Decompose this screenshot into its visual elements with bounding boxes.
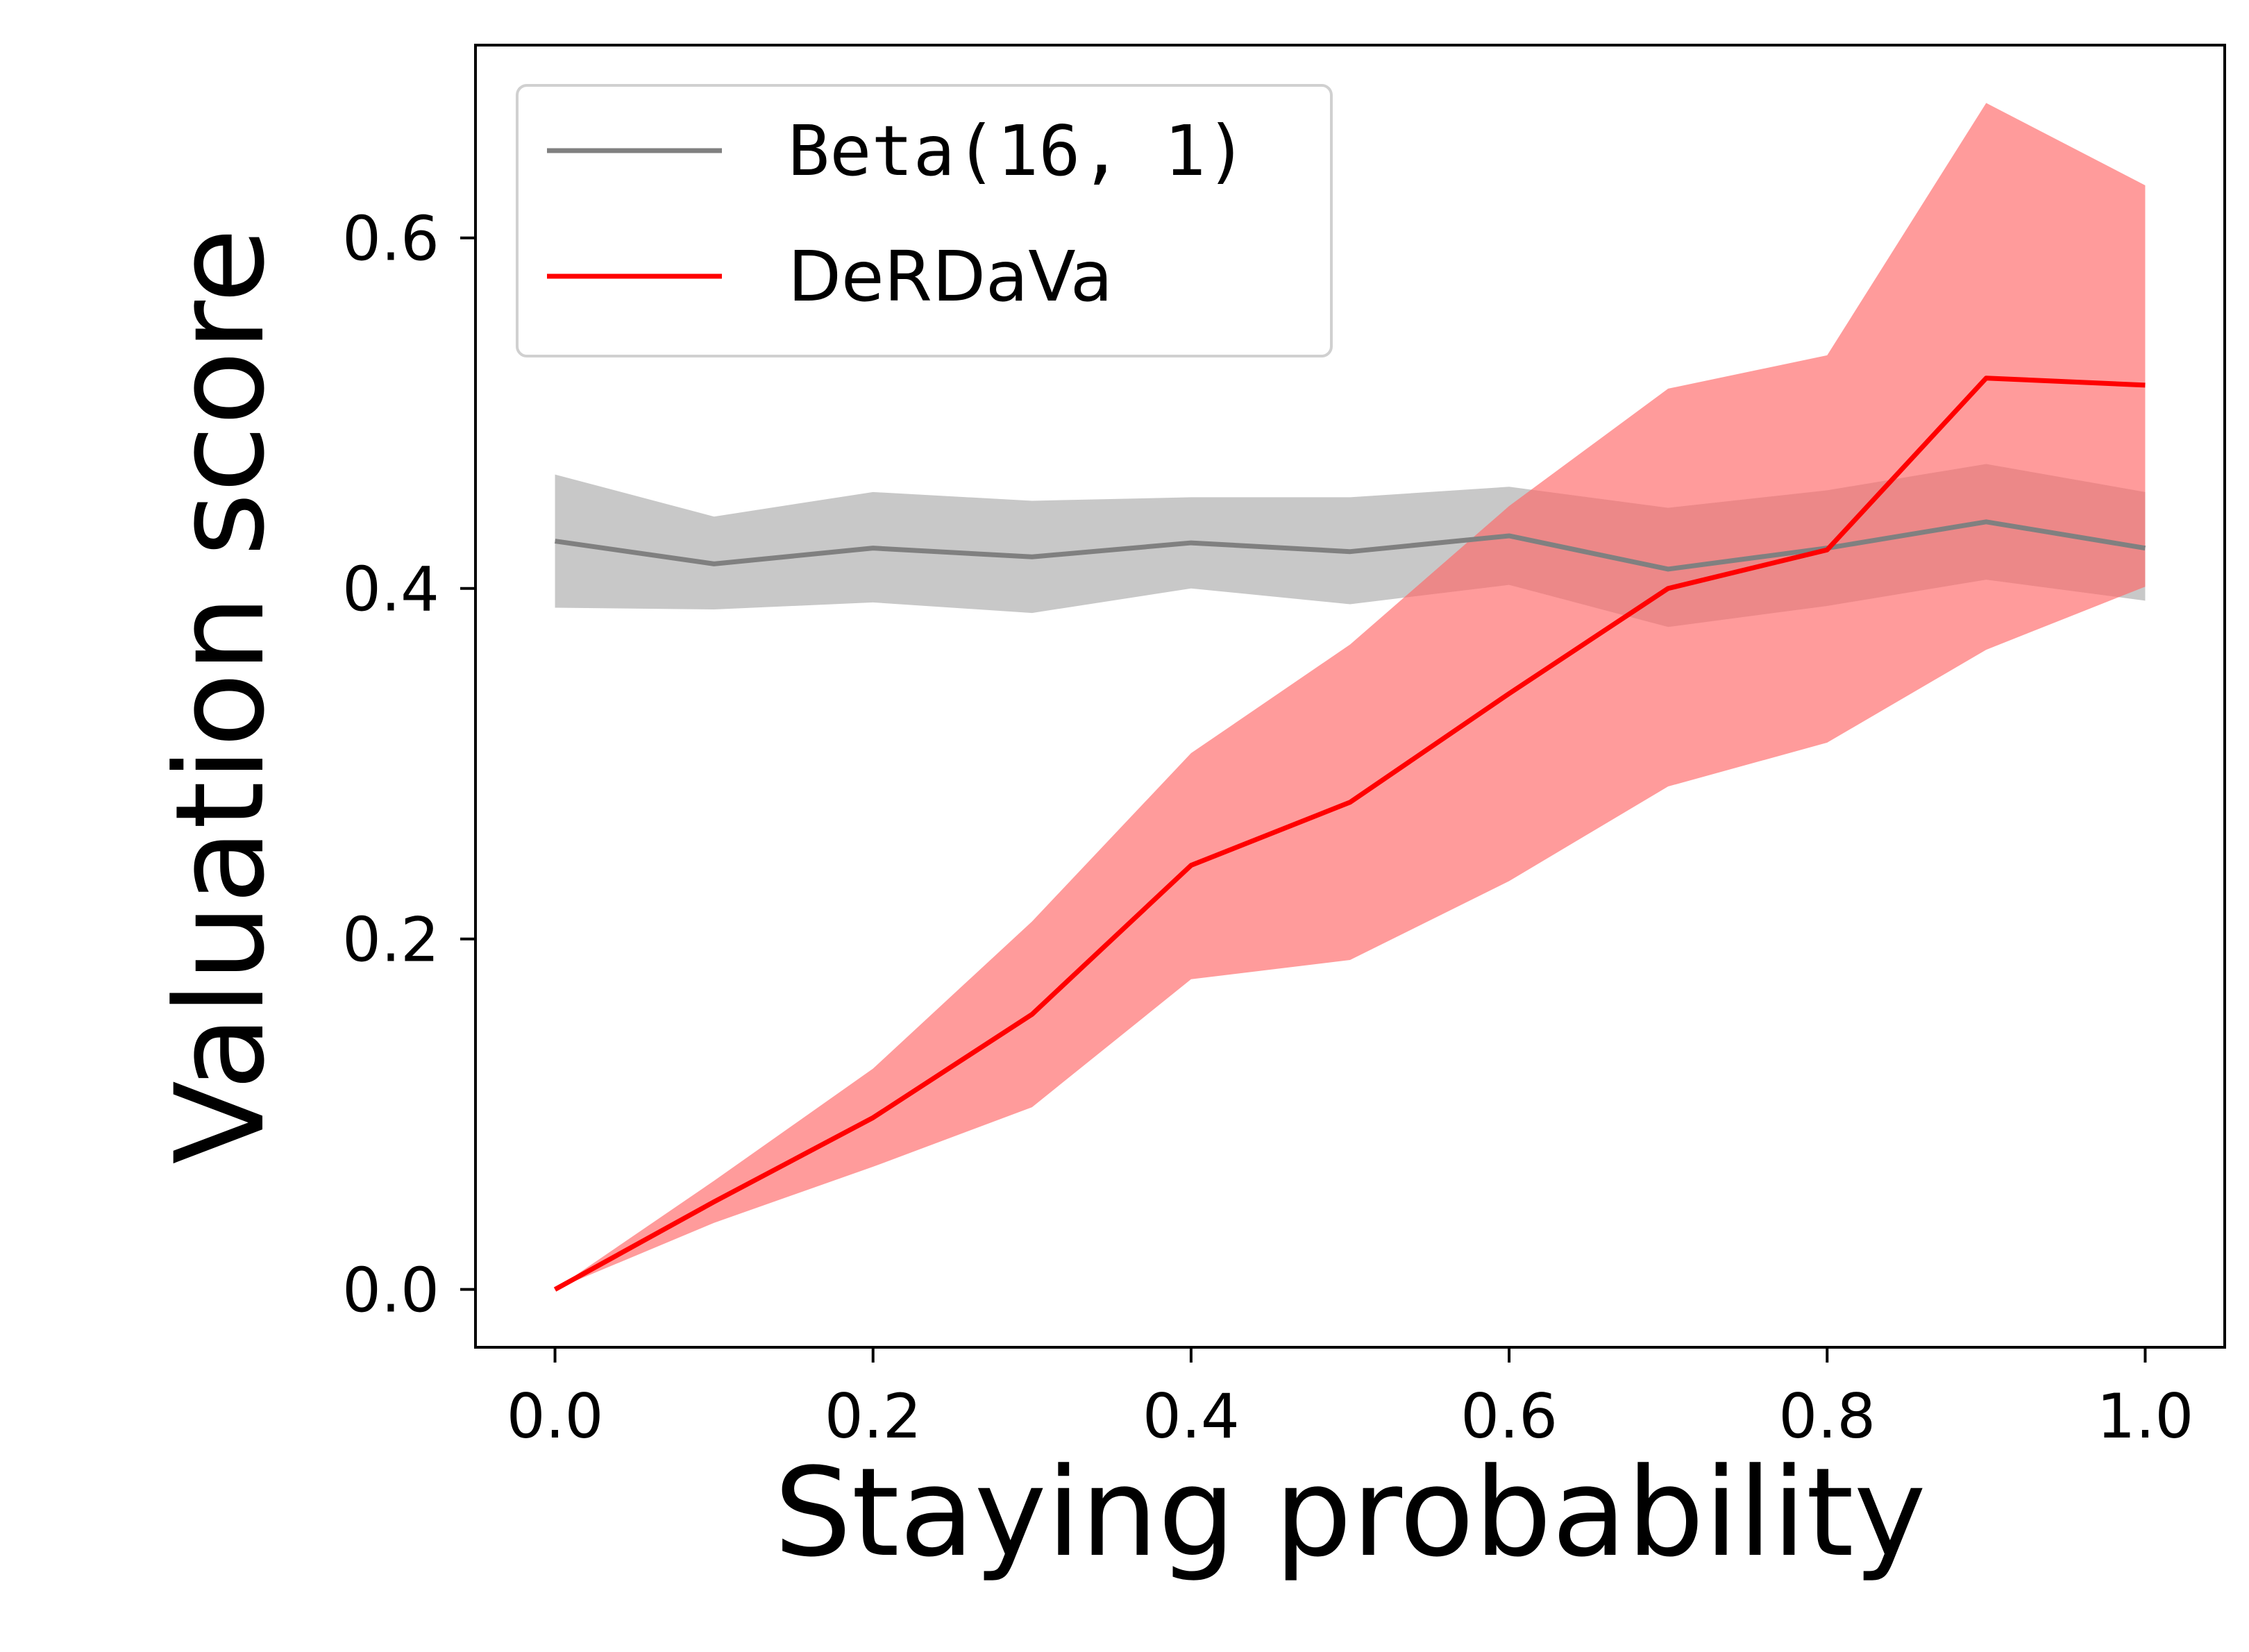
- band-derdava: [555, 103, 2146, 1290]
- series-line-beta-16-1: [555, 519, 2146, 572]
- legend: Beta(16, 1) DeRDaVa: [516, 84, 1333, 357]
- x-axis: 0.0 0.2 0.4 0.6 0.8 1.0: [507, 1347, 2193, 1452]
- plot-frame: [474, 44, 2226, 1349]
- x-tick-label: 0.2: [825, 1381, 922, 1452]
- y-tick-label: 0.4: [342, 554, 439, 625]
- y-tick-label: 0.0: [342, 1255, 439, 1326]
- y-axis: 0.0 0.2 0.4 0.6: [342, 203, 475, 1326]
- x-tick-label: 0.4: [1143, 1381, 1240, 1452]
- x-tick-label: 0.8: [1778, 1381, 1876, 1452]
- series-lines: [553, 376, 2146, 1292]
- series-line-derdava: [553, 376, 2146, 1292]
- x-axis-title: Staying probability: [774, 1442, 1926, 1584]
- x-tick-label: 0.0: [507, 1381, 604, 1452]
- confidence-bands: [555, 103, 2146, 1290]
- y-tick-label: 0.2: [342, 904, 439, 976]
- legend-label-beta: Beta(16, 1): [788, 110, 1247, 192]
- x-tick-label: 0.6: [1460, 1381, 1558, 1452]
- y-axis-title: Valuation score: [149, 228, 292, 1165]
- legend-label-derdava: DeRDaVa: [788, 236, 1113, 317]
- x-tick-label: 1.0: [2096, 1381, 2193, 1452]
- y-tick-label: 0.6: [342, 203, 439, 275]
